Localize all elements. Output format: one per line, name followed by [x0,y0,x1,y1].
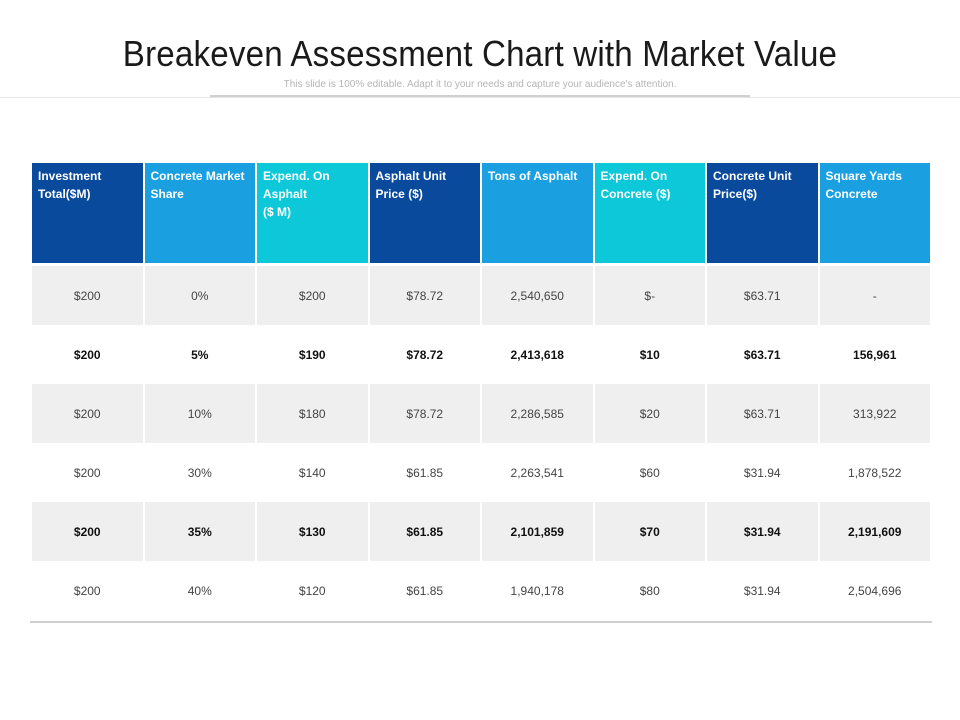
column-header: Concrete Unit Price($) [707,163,818,263]
table-cell: $200 [257,266,368,325]
table-cell: 2,191,609 [819,502,930,561]
table-cell: $63.71 [707,325,818,384]
table-row: $200 5% $190 $78.72 2,413,618 $10 $63.71 156,96… [32,325,930,384]
column-header: Tons of Asphalt [482,163,593,263]
table-cell: $200 [32,561,143,620]
table-cell: $61.85 [369,561,480,620]
table-cell: 5% [144,325,255,384]
table-cell: $20 [594,384,705,443]
table-cell: 35% [144,502,255,561]
table-cell: $78.72 [369,266,480,325]
header-divider [0,97,960,98]
table-cell: 2,413,618 [482,325,593,384]
table-cell: 2,286,585 [482,384,593,443]
table-cell: $200 [32,443,143,502]
table-cell: $- [594,266,705,325]
column-header: Expend. On Asphalt ($ M) [257,163,368,263]
table-cell: $70 [594,502,705,561]
table-cell: $200 [32,384,143,443]
table-bottom-rule [30,621,932,623]
column-header: Expend. On Concrete ($) [594,163,705,263]
table-cell: 1,940,178 [482,561,593,620]
table-cell: 0% [144,266,255,325]
table-body: $200 0% $200 $78.72 2,540,650 $- $63.71- $200 5%… [32,266,930,620]
table-cell: $180 [257,384,368,443]
table-cell: $31.94 [707,443,818,502]
table-cell: $31.94 [707,561,818,620]
table-row: $200 30% $140 $61.85 2,263,541 $60 $31.94 1,878… [32,443,930,502]
table-cell: 2,540,650 [482,266,593,325]
table-cell: $60 [594,443,705,502]
column-header: Asphalt Unit Price ($) [369,163,480,263]
column-header: Square Yards Concrete [819,163,930,263]
table-row: $200 0% $200 $78.72 2,540,650 $- $63.71- [32,266,930,325]
table-cell: 313,922 [819,384,930,443]
table-cell: 156,961 [819,325,930,384]
table-row: $200 40% $120 $61.85 1,940,178 $80 $31.94 2,504… [32,561,930,620]
page-title: Breakeven Assessment Chart with Market V… [122,33,838,74]
table-cell: $63.71 [707,266,818,325]
table-cell: $78.72 [369,325,480,384]
table-cell: $130 [257,502,368,561]
table-cell: $120 [257,561,368,620]
table-cell: 1,878,522 [819,443,930,502]
table-cell: $200 [32,325,143,384]
page-subtitle: This slide is 100% editable. Adapt it to… [283,79,677,90]
table-cell: $61.85 [369,443,480,502]
table-cell: - [819,266,930,325]
table-cell: 10% [144,384,255,443]
table-cell: $61.85 [369,502,480,561]
table-row: $200 10% $180 $78.72 2,286,585 $20 $63.71 313,9… [32,384,930,443]
table-cell: $10 [594,325,705,384]
column-header: Concrete Market Share [144,163,255,263]
table-cell: $200 [32,502,143,561]
table-cell: $63.71 [707,384,818,443]
table-row: $200 35% $130 $61.85 2,101,859 $70 $31.94 2,191… [32,502,930,561]
table-cell: $78.72 [369,384,480,443]
table-cell: $140 [257,443,368,502]
header-row: Investment Total($M) Concrete Market Sha… [32,163,930,263]
header-accent-line [210,95,750,97]
table-cell: $190 [257,325,368,384]
breakeven-table: Investment Total($M) Concrete Market Sha… [30,163,932,620]
table-cell: 2,504,696 [819,561,930,620]
table-cell: 2,101,859 [482,502,593,561]
table-cell: 2,263,541 [482,443,593,502]
table-cell: $80 [594,561,705,620]
table-cell: $200 [32,266,143,325]
table-cell: $31.94 [707,502,818,561]
table-cell: 30% [144,443,255,502]
column-header: Investment Total($M) [32,163,143,263]
table-cell: 40% [144,561,255,620]
